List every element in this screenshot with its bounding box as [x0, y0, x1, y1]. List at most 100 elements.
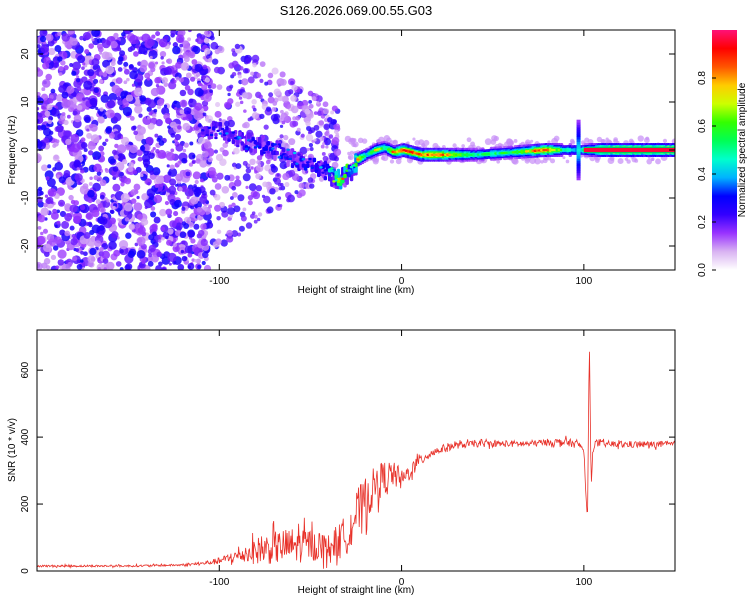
- spectrum-noise-blob: [235, 163, 242, 170]
- spectrum-noise-blob: [216, 84, 223, 90]
- spectrum-noise-blob: [207, 156, 213, 163]
- spectrum-noise-blob: [58, 72, 63, 77]
- spectrum-noise-blob: [40, 44, 50, 53]
- spectrum-noise-blob: [201, 150, 209, 158]
- spectrum-noise-blob: [46, 196, 54, 204]
- spectrum-ridge-cell: [347, 169, 352, 172]
- spectrum-noise-blob: [155, 83, 160, 88]
- spectrogram-ylabel: Frequency (Hz): [7, 116, 18, 185]
- spectrum-noise-blob: [108, 241, 117, 250]
- spectrum-noise-blob: [175, 218, 180, 223]
- spectrum-noise-blob: [70, 143, 81, 153]
- spectrum-noise-blob: [57, 249, 67, 259]
- spectrum-noise-blob: [92, 182, 101, 192]
- spectrum-ridge-cell: [218, 121, 223, 127]
- spectrum-noise-blob: [155, 175, 165, 184]
- spectrum-noise-blob: [320, 114, 326, 119]
- spectrum-noise-blob: [242, 173, 251, 182]
- spectrum-noise-blob: [174, 133, 182, 141]
- spectrum-noise-blob: [82, 32, 91, 41]
- spectrum-noise-blob: [65, 138, 72, 146]
- spectrum-noise-blob: [256, 72, 262, 78]
- spectrum-noise-blob: [153, 216, 161, 224]
- spectrum-noise-blob: [80, 142, 88, 149]
- spectrum-noise-blob: [99, 246, 104, 252]
- spectrum-ridge-cell: [308, 157, 312, 161]
- spectrum-noise-blob: [169, 199, 176, 206]
- spectrum-noise-blob: [172, 45, 181, 55]
- spectrum-noise-blob: [105, 127, 112, 134]
- spectrum-noise-blob: [330, 110, 335, 115]
- spectrum-noise-blob: [37, 44, 41, 49]
- spectrum-noise-blob: [321, 151, 326, 156]
- spectrum-halo-blob: [671, 138, 675, 145]
- spectrum-noise-blob: [150, 66, 156, 73]
- spectrum-noise-blob: [122, 104, 126, 109]
- spectrum-noise-blob: [124, 264, 131, 270]
- spectrum-noise-blob: [132, 125, 137, 130]
- spectrogram-xlabel: Height of straight line (km): [298, 285, 415, 296]
- spectrum-noise-blob: [101, 39, 111, 49]
- spectrum-noise-blob: [187, 37, 192, 42]
- spectrum-noise-blob: [45, 73, 53, 81]
- spectrum-ridge-cell: [334, 170, 338, 176]
- spectrum-noise-blob: [226, 229, 233, 237]
- spectrum-noise-blob: [131, 83, 136, 87]
- spectrum-noise-blob: [113, 249, 121, 257]
- spectrum-noise-blob: [189, 141, 194, 146]
- spectrum-noise-blob: [188, 162, 194, 167]
- spectrum-noise-blob: [178, 77, 184, 83]
- spectrum-noise-blob: [279, 124, 284, 128]
- spectrum-noise-blob: [251, 54, 260, 63]
- spectrum-noise-blob: [74, 173, 83, 182]
- spectrum-noise-blob: [61, 91, 69, 99]
- spectrum-noise-blob: [213, 66, 221, 74]
- colorbar: 0.0 0.2 0.4 0.6 0.8 Normalized spectral ampl…: [697, 30, 748, 277]
- spectrum-noise-blob: [38, 112, 43, 118]
- spectrum-noise-blob: [257, 212, 263, 217]
- spectrum-noise-blob: [117, 153, 126, 162]
- spectrum-noise-blob: [181, 221, 187, 226]
- spectrum-noise-blob: [279, 71, 286, 78]
- spectrum-noise-blob: [37, 92, 41, 97]
- spectrum-noise-blob: [229, 84, 234, 89]
- spectrum-noise-blob: [325, 145, 329, 149]
- spectrum-noise-blob: [67, 261, 73, 267]
- spectrum-noise-blob: [73, 215, 82, 224]
- spectrum-noise-blob: [202, 112, 207, 117]
- spectrum-noise-blob: [82, 183, 89, 190]
- spectrum-noise-blob: [101, 250, 111, 260]
- spectrum-halo-blob: [383, 135, 391, 142]
- spectrum-noise-blob: [83, 232, 91, 239]
- spectrum-noise-blob: [54, 45, 62, 52]
- spectrum-noise-blob: [239, 100, 244, 105]
- spectrum-noise-blob: [157, 105, 161, 109]
- spectrum-noise-blob: [151, 34, 156, 39]
- snr-xtick-label: -100: [209, 577, 229, 588]
- spectrogram-ytick-label: -20: [20, 238, 31, 253]
- spectrum-ridge-cell: [316, 160, 321, 164]
- spectrum-noise-blob: [227, 119, 235, 128]
- spectrum-noise-blob: [334, 129, 339, 135]
- spectrum-noise-blob: [202, 89, 208, 95]
- spectrum-noise-blob: [82, 62, 86, 66]
- spectrum-noise-blob: [280, 112, 289, 121]
- spectrum-noise-blob: [288, 169, 296, 177]
- spectrum-noise-blob: [123, 80, 128, 85]
- spectrum-noise-blob: [91, 30, 101, 37]
- spectrum-noise-blob: [303, 153, 308, 158]
- spectrum-ridge-cell: [351, 164, 356, 167]
- spectrum-noise-blob: [48, 98, 54, 104]
- spectrum-noise-blob: [194, 102, 203, 111]
- spectrum-noise-blob: [237, 194, 245, 202]
- spectrum-noise-blob: [203, 30, 209, 36]
- spectrum-noise-blob: [146, 116, 151, 120]
- spectrum-noise-blob: [311, 96, 317, 101]
- spectrum-noise-blob: [73, 114, 82, 123]
- spectrum-noise-blob: [284, 102, 291, 110]
- spectrum-noise-blob: [127, 250, 136, 258]
- spectrum-noise-blob: [185, 113, 193, 122]
- spectrum-noise-blob: [45, 176, 50, 181]
- spectrum-noise-blob: [41, 78, 51, 88]
- spectrum-noise-blob: [284, 89, 292, 97]
